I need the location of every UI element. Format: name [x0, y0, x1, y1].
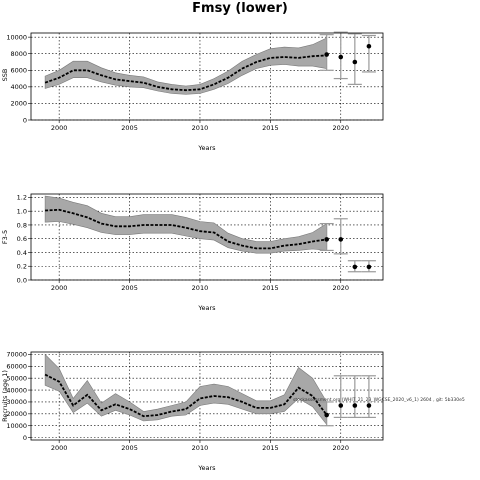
y-tick-label: 0.4 [17, 249, 27, 257]
x-tick-label: 2020 [332, 124, 349, 132]
y-axis-label: Recruits (age 1) [1, 370, 9, 422]
y-tick-label: 60000 [6, 363, 27, 371]
x-tick-label: 2015 [262, 124, 279, 132]
y-axis-label: SSB [1, 69, 9, 82]
x-tick-label: 2010 [192, 444, 209, 452]
forecast-point [352, 59, 358, 65]
x-tick-label: 2020 [332, 284, 349, 292]
forecast-point [324, 237, 329, 242]
x-tick-label: 2010 [192, 284, 209, 292]
y-tick-label: 20000 [6, 410, 27, 418]
y-tick-label: 1.0 [17, 208, 27, 216]
x-tick-label: 2005 [121, 284, 138, 292]
confidence-band [44, 37, 327, 95]
y-axis-label: F3-5 [1, 230, 9, 244]
x-tick-label: 2015 [262, 284, 279, 292]
footnote-annotation: stockassessment.org (WHIT_21_23_WGCSE_20… [293, 397, 465, 403]
y-tick-label: 0 [23, 116, 27, 124]
y-tick-label: 8000 [10, 50, 27, 58]
y-tick-label: 6000 [10, 67, 27, 75]
forecast-point [352, 403, 358, 408]
y-tick-label: 50000 [6, 374, 27, 382]
forecast-point [366, 403, 372, 408]
estimate-line [44, 373, 328, 418]
forecast-point [366, 43, 372, 49]
chart-panel-2: 2000 2005 2010 2015 2020 0.0 0.2 0.4 0.6 0.8 1.0 1.… [1, 193, 384, 312]
forecast-point [324, 412, 329, 418]
x-tick-label: 2020 [332, 444, 349, 452]
x-tick-label: 2000 [51, 124, 68, 132]
y-tick-label: 4000 [10, 83, 27, 91]
y-tick-label: 10000 [6, 422, 27, 430]
y-tick-label: 0.8 [17, 221, 27, 229]
chart-panel-1: 2000 2005 2010 2015 2020 0 2000 4000 6000 8000 100… [1, 31, 384, 152]
y-tick-label: 0.0 [17, 276, 27, 284]
forecast-point [366, 264, 372, 270]
y-tick-label: 70000 [6, 351, 27, 359]
x-tick-label: 2005 [121, 444, 138, 452]
y-tick-label: 2000 [10, 100, 27, 108]
confidence-band [44, 195, 327, 254]
x-axis-label: Years [197, 304, 216, 312]
figure-title: Fmsy (lower) [192, 1, 288, 16]
y-tick-label: 10000 [6, 33, 27, 41]
y-tick-label: 30000 [6, 398, 27, 406]
panels: 2000 2005 2010 2015 2020 0 2000 4000 6000 8000 100… [1, 31, 465, 472]
x-axis-label: Years [197, 464, 216, 472]
x-tick-label: 2010 [192, 124, 209, 132]
y-tick-label: 0 [23, 434, 27, 442]
forecast-point [338, 54, 344, 60]
x-tick-label: 2000 [51, 444, 68, 452]
y-tick-label: 1.2 [17, 194, 27, 202]
plot-frame [30, 32, 384, 121]
forecast-point [338, 403, 344, 408]
y-tick-label: 0.2 [17, 263, 27, 271]
forecast-point [324, 52, 329, 57]
x-axis-label: Years [197, 144, 216, 152]
x-tick-label: 2000 [51, 284, 68, 292]
x-tick-label: 2015 [262, 444, 279, 452]
forecast-point [338, 237, 344, 242]
y-tick-label: 40000 [6, 386, 27, 394]
estimate-line [44, 54, 327, 92]
y-tick-label: 0.6 [17, 235, 27, 243]
forecast-point [352, 264, 358, 270]
plot-frame [30, 193, 384, 281]
x-tick-label: 2005 [121, 124, 138, 132]
plot-frame [30, 351, 384, 441]
chart-panel-3: 2000 2005 2010 2015 2020 0 10000 20000 30000 4000… [1, 351, 384, 472]
